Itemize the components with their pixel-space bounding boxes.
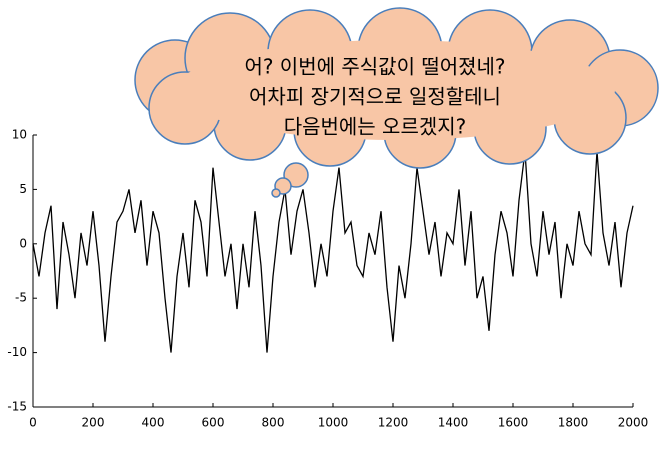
y-tick-label: -10: [7, 345, 27, 359]
y-tick-label: -5: [15, 291, 27, 305]
x-tick-label: 2000: [618, 416, 649, 430]
line-series: [32, 151, 634, 353]
x-tick-label: 200: [82, 416, 105, 430]
x-tick-label: 800: [262, 416, 285, 430]
y-tick-label: -15: [7, 400, 27, 414]
x-tick-label: 1400: [438, 416, 469, 430]
annotation: 어차피 장기적으로 일정할테니: [249, 85, 501, 109]
plot: -15 -10 -5 0 5 10 0 200 400 600 800 1000 1200 1400 160…: [7, 128, 648, 430]
annotation: 어? 이번에 주식값이 떨어졌네?: [244, 55, 505, 79]
x-tick-label: 1800: [558, 416, 589, 430]
x-tick-label: 1600: [498, 416, 529, 430]
x-tick-label: 1200: [378, 416, 409, 430]
x-tick-label: 1000: [318, 416, 349, 430]
y-tick-label: 10: [12, 128, 27, 142]
x-tick-label: 0: [29, 416, 37, 430]
thought-bubble: [134, 7, 659, 198]
x-tick-label: 600: [202, 416, 225, 430]
x-tick-label: 400: [142, 416, 165, 430]
y-tick-label: 0: [19, 236, 27, 250]
y-tick-label: 5: [19, 182, 27, 196]
annotation: 다음번에는 오르겠지?: [284, 115, 467, 139]
